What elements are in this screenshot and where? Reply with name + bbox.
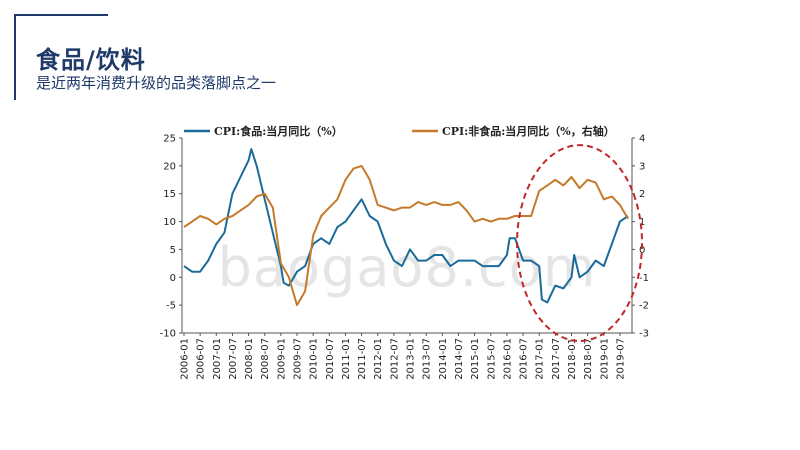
slide-title: 食品/饮料 bbox=[36, 46, 146, 74]
right-tick-label: 4 bbox=[639, 134, 645, 145]
right-tick-label: 1 bbox=[639, 217, 645, 228]
x-tick-label: 2010-01 bbox=[309, 338, 320, 380]
x-tick-label: 2015-07 bbox=[486, 338, 497, 380]
right-tick-label: 2 bbox=[639, 189, 645, 200]
x-tick-label: 2008-01 bbox=[244, 338, 255, 380]
x-tick-label: 2012-01 bbox=[373, 338, 384, 380]
nonfood-cpi-legend-label: CPI:非食品:当月同比（%，右轴） bbox=[442, 124, 615, 138]
x-tick-label: 2014-07 bbox=[454, 338, 465, 380]
x-tick-label: 2012-07 bbox=[389, 338, 400, 380]
x-tick-label: 2013-07 bbox=[422, 338, 433, 380]
left-tick-label: 25 bbox=[163, 134, 176, 145]
nonfood-cpi-series-line bbox=[183, 164, 629, 307]
x-tick-label: 2017-07 bbox=[551, 338, 562, 380]
right-tick-label: -3 bbox=[639, 329, 649, 340]
left-tick-label: 5 bbox=[170, 245, 176, 256]
x-tick-label: 2018-07 bbox=[583, 338, 594, 380]
food-cpi-legend-label: CPI:食品:当月同比（%） bbox=[214, 124, 343, 138]
left-tick-label: 15 bbox=[163, 189, 176, 200]
slide-subtitle: 是近两年消费升级的品类落脚点之一 bbox=[36, 74, 277, 92]
x-tick-label: 2018-01 bbox=[567, 338, 578, 380]
right-tick-label: 0 bbox=[639, 245, 645, 256]
left-tick-label: 0 bbox=[170, 273, 176, 284]
x-tick-label: 2016-01 bbox=[502, 338, 513, 380]
x-tick-label: 2010-07 bbox=[325, 338, 336, 380]
x-tick-label: 2019-07 bbox=[615, 338, 626, 380]
left-tick-label: 20 bbox=[163, 161, 176, 172]
x-tick-label: 2006-07 bbox=[196, 338, 207, 380]
left-tick-label: 10 bbox=[163, 217, 176, 228]
x-tick-label: 2017-01 bbox=[535, 338, 546, 380]
x-tick-label: 2008-07 bbox=[260, 338, 271, 380]
left-tick-label: -5 bbox=[166, 301, 176, 312]
x-tick-label: 2006-01 bbox=[180, 338, 191, 380]
food-cpi-series-line bbox=[183, 148, 629, 304]
cpi-line-chart: baogao8.com-10-50510152025-3-2-101234200… bbox=[160, 124, 649, 380]
left-tick-label: -10 bbox=[160, 329, 176, 340]
right-tick-label: -1 bbox=[639, 273, 649, 284]
x-tick-label: 2019-01 bbox=[599, 338, 610, 380]
x-tick-label: 2015-01 bbox=[470, 338, 481, 380]
x-tick-label: 2007-01 bbox=[212, 338, 223, 380]
x-tick-label: 2009-01 bbox=[276, 338, 287, 380]
x-tick-label: 2011-07 bbox=[357, 338, 368, 380]
highlight-dashed-ellipse bbox=[516, 144, 644, 342]
x-tick-label: 2016-07 bbox=[519, 338, 530, 380]
x-tick-label: 2013-01 bbox=[406, 338, 417, 380]
right-tick-label: -2 bbox=[639, 301, 649, 312]
x-tick-label: 2011-01 bbox=[341, 338, 352, 380]
x-tick-label: 2007-07 bbox=[228, 338, 239, 380]
title-bracket-decoration bbox=[14, 14, 108, 100]
x-tick-label: 2009-07 bbox=[293, 338, 304, 380]
right-tick-label: 3 bbox=[639, 161, 645, 172]
x-tick-label: 2014-01 bbox=[438, 338, 449, 380]
